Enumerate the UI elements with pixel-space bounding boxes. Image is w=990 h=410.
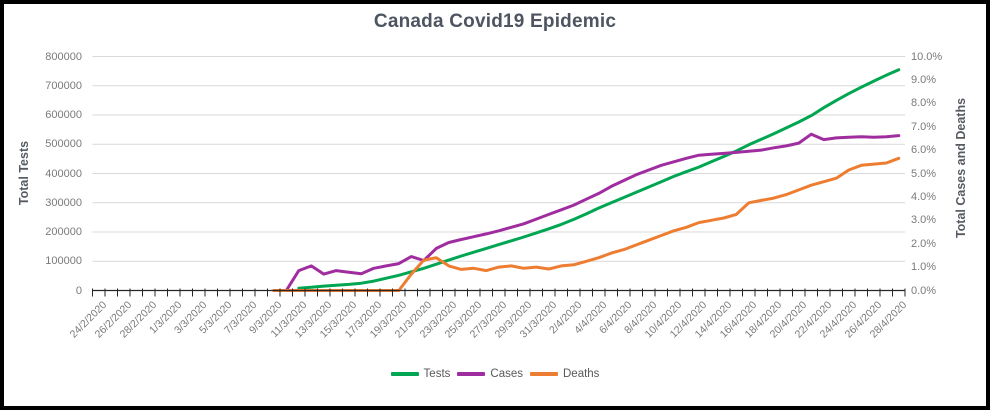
right-axis-tick-label: 7.0% (911, 120, 937, 133)
left-axis-tick-label: 100000 (45, 255, 82, 268)
legend-label: Cases (490, 368, 523, 380)
right-axis-tick-label: 4.0% (911, 190, 937, 203)
right-axis-tick-label: 10.0% (911, 50, 943, 63)
right-axis-tick-label: 3.0% (911, 214, 937, 227)
chart-canvas (4, 4, 986, 406)
left-axis-tick-label: 300000 (45, 196, 82, 209)
left-axis-tick-label: 400000 (45, 167, 82, 180)
right-axis-tick-label: 1.0% (911, 261, 937, 274)
right-axis-title: Total Cases and Deaths (954, 97, 968, 239)
legend-item-tests: Tests (390, 368, 451, 380)
left-axis-tick-label: 0 (75, 284, 82, 297)
left-axis-tick-label: 700000 (45, 79, 82, 92)
chart-legend: Tests Cases Deaths (0, 368, 990, 380)
legend-swatch-cases (457, 372, 486, 376)
legend-item-deaths: Deaths (530, 368, 599, 380)
right-axis-tick-label: 8.0% (911, 97, 937, 110)
right-axis-tick-label: 9.0% (911, 73, 937, 86)
chart-title: Canada Covid19 Epidemic (373, 11, 617, 32)
right-axis-tick-label: 0.0% (911, 284, 937, 297)
legend-label: Tests (423, 368, 451, 380)
left-axis-tick-label: 600000 (45, 109, 82, 121)
right-axis-tick-label: 2.0% (911, 237, 937, 250)
right-axis-tick-label: 6.0% (911, 144, 937, 157)
left-axis-title: Total Tests (17, 140, 31, 206)
left-axis-tick-label: 500000 (45, 138, 82, 151)
left-axis-tick-label: 800000 (45, 50, 82, 63)
left-axis-tick-label: 200000 (45, 226, 82, 238)
right-axis-tick-label: 5.0% (911, 167, 937, 180)
legend-swatch-tests (390, 372, 419, 376)
legend-item-cases: Cases (457, 368, 523, 380)
legend-swatch-deaths (530, 372, 558, 376)
legend-label: Deaths (563, 368, 600, 380)
